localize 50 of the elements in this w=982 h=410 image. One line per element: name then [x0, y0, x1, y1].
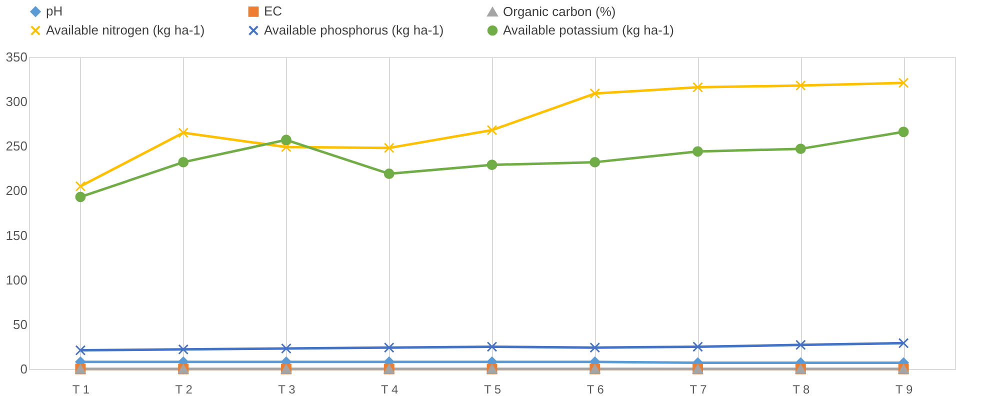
point	[486, 160, 498, 170]
legend-label: pH	[46, 4, 63, 19]
point	[795, 80, 806, 91]
y-tick-label: 350	[6, 50, 28, 64]
legend-label: EC	[264, 4, 282, 19]
point	[590, 156, 600, 168]
y-tick-label: 200	[6, 183, 28, 198]
point	[590, 88, 600, 99]
y-tick-label: 0	[20, 362, 28, 376]
y-tick-label: 50	[13, 316, 28, 332]
legend-label: Available potassium (kg ha-1)	[503, 22, 674, 38]
y-tick-label: 150	[6, 228, 28, 243]
point	[486, 124, 498, 136]
point	[281, 134, 292, 146]
x-tick-label: T 8	[792, 382, 810, 396]
point	[178, 344, 189, 355]
x-tick-label: T 4	[381, 382, 398, 396]
point	[75, 345, 86, 356]
point	[898, 338, 909, 348]
x-tick-label: T 5	[484, 382, 502, 396]
legend-label: Available nitrogen (kg ha-1)	[46, 22, 205, 38]
x-tick-label: T 3	[278, 382, 296, 396]
point	[795, 340, 806, 350]
x-tick-label: T 2	[175, 382, 193, 396]
point	[692, 146, 703, 157]
point	[384, 142, 394, 154]
y-tick-label: 100	[6, 272, 28, 288]
point	[692, 82, 703, 93]
point	[795, 144, 806, 154]
point	[384, 342, 394, 353]
point	[898, 126, 909, 138]
point	[590, 342, 600, 353]
y-tick-label: 300	[6, 94, 28, 110]
point	[178, 156, 189, 168]
point	[898, 78, 909, 88]
point	[692, 341, 703, 352]
point	[178, 128, 189, 138]
x-tick-label: T 1	[72, 382, 90, 396]
point	[384, 168, 394, 179]
legend-label: Organic carbon (%)	[503, 4, 616, 19]
point	[486, 341, 498, 352]
x-tick-label: T 9	[895, 382, 913, 396]
point	[281, 142, 292, 152]
point	[281, 343, 292, 354]
point	[75, 192, 86, 202]
legend-label: Available phosphorus (kg ha-1)	[264, 22, 444, 38]
x-tick-label: T 7	[690, 382, 708, 396]
x-tick-label: T 6	[586, 382, 604, 396]
point	[75, 181, 86, 192]
y-tick-label: 250	[6, 138, 28, 154]
